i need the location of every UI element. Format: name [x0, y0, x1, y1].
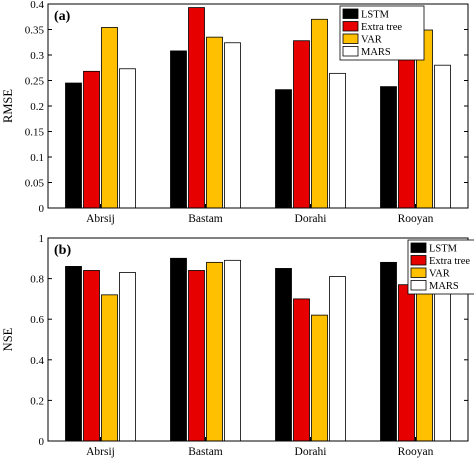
legend-entry: VAR: [429, 269, 450, 280]
bar-extra-tree-rooyan: [398, 35, 415, 209]
bar-lstm-abrsij: [65, 82, 82, 209]
x-tick-label: Dorahi: [295, 213, 327, 225]
legend-entry: Extra tree: [361, 22, 402, 33]
legend-entry: MARS: [429, 281, 459, 292]
chart-panel-b: Abrsij Bastam Dorahi Rooyan 0 0.2 0.4 0.6 0.8 1 NS…: [1, 233, 474, 458]
y-tick-label: 0.6: [30, 314, 44, 326]
panel-label: (b): [54, 243, 71, 258]
bar-lstm-rooyan: [380, 86, 397, 209]
panel-label: (a): [54, 9, 71, 24]
y-tick-label: 0.2: [30, 101, 44, 113]
bar-mars-abrsij: [119, 272, 136, 442]
x-tick-label: Dorahi: [295, 446, 327, 458]
y-tick-label: 0.8: [30, 274, 44, 286]
bar-extra-tree-dorahi: [293, 298, 310, 442]
legend-swatch: [342, 46, 359, 57]
x-tick-label: Bastam: [188, 446, 223, 458]
y-tick-label: 0: [39, 436, 45, 448]
y-tick-label: 0: [39, 203, 45, 215]
legend-entry: VAR: [361, 35, 382, 46]
bar-extra-tree-bastam: [188, 7, 205, 209]
legend-entry: LSTM: [429, 244, 458, 255]
bar-var-abrsij: [101, 27, 118, 209]
y-tick-label: 0.25: [25, 76, 45, 88]
y-tick-label: 0.3: [30, 50, 44, 62]
bar-lstm-rooyan: [380, 261, 397, 442]
legend-swatch: [410, 255, 427, 266]
bar-lstm-dorahi: [275, 89, 292, 209]
legend-swatch: [342, 33, 359, 44]
legend-swatch: [410, 280, 427, 291]
bar-mars-rooyan: [434, 270, 451, 442]
legend-entry: Extra tree: [429, 256, 470, 267]
y-tick-label: 1: [39, 233, 45, 245]
legend-swatch: [410, 267, 427, 278]
bar-var-dorahi: [311, 314, 328, 442]
y-tick-label: 0.05: [25, 178, 45, 190]
bar-var-rooyan: [416, 288, 433, 442]
bar-var-abrsij: [101, 294, 118, 442]
bar-mars-dorahi: [329, 276, 346, 442]
bar-mars-rooyan: [434, 64, 451, 209]
y-axis-label: RMSE: [1, 89, 15, 123]
legend-swatch: [410, 242, 427, 253]
x-tick-label: Rooyan: [398, 213, 434, 225]
bar-var-bastam: [206, 36, 223, 209]
y-tick-label: 0.1: [30, 152, 44, 164]
bar-mars-dorahi: [329, 72, 346, 209]
y-tick-label: 0.15: [25, 127, 45, 139]
x-tick-label: Abrsij: [86, 213, 115, 225]
bar-extra-tree-rooyan: [398, 284, 415, 442]
x-tick-label: Rooyan: [398, 446, 434, 458]
y-tick-label: 0.35: [25, 25, 45, 37]
bar-lstm-dorahi: [275, 268, 292, 442]
y-tick-label: 0.2: [30, 395, 44, 407]
y-axis-label: NSE: [1, 327, 15, 351]
bar-mars-abrsij: [119, 68, 136, 209]
x-tick-label: Bastam: [188, 213, 223, 225]
bar-lstm-bastam: [170, 257, 187, 442]
legend-entry: LSTM: [361, 10, 390, 21]
bar-mars-bastam: [224, 259, 241, 442]
y-tick-label: 0.4: [30, 0, 44, 11]
bar-extra-tree-abrsij: [83, 270, 100, 442]
legend-swatch: [342, 21, 359, 32]
x-tick-label: Abrsij: [86, 446, 115, 458]
y-tick-label: 0.4: [30, 355, 44, 367]
bar-extra-tree-abrsij: [83, 70, 100, 209]
legend-swatch: [342, 8, 359, 19]
bar-lstm-bastam: [170, 50, 187, 209]
bar-extra-tree-dorahi: [293, 40, 310, 209]
legend-entry: MARS: [361, 47, 391, 58]
bar-var-dorahi: [311, 18, 328, 209]
bar-extra-tree-bastam: [188, 270, 205, 442]
bar-lstm-abrsij: [65, 266, 82, 442]
plot-frame: [47, 237, 469, 442]
bar-mars-bastam: [224, 42, 241, 209]
chart-panel-a: Abrsij Bastam Dorahi Rooyan 0 0.05 0.1 0.15 0.2 0…: [1, 0, 469, 225]
bar-var-bastam: [206, 261, 223, 442]
